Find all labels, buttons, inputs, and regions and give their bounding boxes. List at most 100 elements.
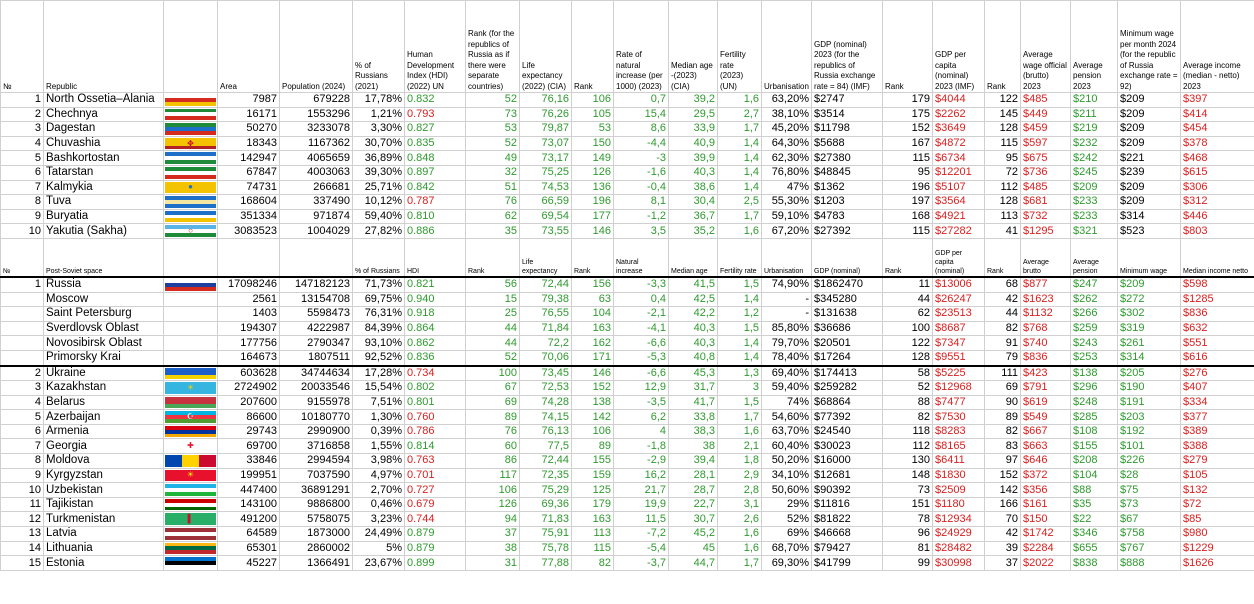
table-cell: 0.836 [404,349,466,367]
table-cell: 63,20% [761,92,812,108]
table-cell: 136 [571,179,614,196]
table-cell: 74731 [217,179,280,196]
column-header: Rank [571,237,614,278]
table-cell: 152 [984,467,1021,484]
table-cell: 45,20% [761,121,812,137]
table-cell: 79,38 [519,291,572,308]
table-cell: 20033546 [279,380,353,396]
table-cell: 17,78% [352,92,405,108]
column-header: Urbanisation [761,0,812,93]
flag-cell: ▌ [163,511,218,528]
table-cell: 122 [882,335,933,351]
table-cell: 71,73% [352,275,405,293]
column-header: Rate of natural increase (per 1000) (202… [613,0,669,93]
table-cell: $296 [1070,380,1118,396]
table-cell: 1 [0,92,44,108]
table-cell: 56 [465,275,520,293]
table-cell: $312 [1180,194,1254,210]
table-cell: $7477 [932,394,985,411]
table-cell: 11,5 [613,511,669,528]
table-row: Primorsky Krai 164673 1807511 92,52% 0.836 52… [0,349,1254,367]
column-header: Post-Soviet space [43,237,164,278]
table-cell: 100 [882,320,933,337]
table-cell: 69700 [217,438,280,455]
table-cell: 491200 [217,511,280,528]
table-cell: $104 [1070,467,1118,484]
table-cell: 2561 [217,291,280,308]
table-cell: 76,16 [519,92,572,108]
flag-icon [165,455,216,467]
table-cell: 0.899 [404,555,466,571]
flag-cell [163,394,218,411]
table-cell: 13154708 [279,291,353,308]
table-cell: 3 [0,380,44,396]
table-cell: 6 [0,164,44,181]
column-header: % of Russians [352,237,405,278]
table-cell: 16171 [217,106,280,123]
table-cell: 53 [465,121,520,137]
table-cell: $663 [1020,438,1071,455]
column-header: Minimum wage [1117,237,1181,278]
table-cell: 44 [882,291,933,308]
table-cell: 15,54% [352,380,405,396]
table-cell: 72,44 [519,453,572,469]
table-cell: 163 [571,320,614,337]
table-cell: 112 [882,438,933,455]
table-cell: 69,54 [519,208,572,225]
table-cell: 39 [984,540,1021,557]
table-cell: 68 [984,275,1021,293]
table-cell: 9 [0,208,44,225]
table-cell: $346 [1070,526,1118,542]
region-name: Kalmykia [43,179,164,196]
column-header: % of Russians (2021) [352,0,405,93]
table-cell: 75,78 [519,540,572,557]
table-cell: 171 [571,349,614,367]
table-cell: $26247 [932,291,985,308]
table-row: 13 Latvia 64589 1873000 24,49% 0.879 37 75,91 11… [0,526,1254,542]
table-cell: 142947 [217,150,280,166]
table-cell: $740 [1020,335,1071,351]
table-cell: 149 [571,150,614,166]
table-cell: $48845 [811,164,883,181]
table-cell: 11 [882,275,933,293]
column-header: HDI [404,237,466,278]
table-cell: 164673 [217,349,280,367]
table-cell: 97 [984,453,1021,469]
table-cell: 94 [465,511,520,528]
table-cell: 71,83 [519,511,572,528]
column-header: Area [217,0,280,93]
table-cell: $232 [1070,135,1118,152]
table-cell: 2994594 [279,453,353,469]
table-cell: 5 [0,409,44,425]
flag-cell [163,306,218,322]
table-cell: $314 [1117,208,1181,225]
table-cell: $2284 [1020,540,1071,557]
table-cell: 113 [984,208,1021,225]
table-cell: $35 [1070,496,1118,513]
table-cell: 72,2 [519,335,572,351]
table-cell: $314 [1117,349,1181,367]
table-cell: $1229 [1180,540,1254,557]
flag-cell [163,291,218,308]
table-cell: 22,7 [668,496,718,513]
table-cell: $619 [1020,394,1071,411]
table-cell: 148 [882,467,933,484]
table-row: 14 Lithuania 65301 2860002 5% 0.879 38 75,78 115… [0,540,1254,557]
table-cell: -4,1 [613,320,669,337]
table-cell: $272 [1117,291,1181,308]
table-cell: 112 [984,179,1021,196]
table-cell: 0.897 [404,164,466,181]
table-cell: 152 [571,380,614,396]
table-cell: 179 [571,496,614,513]
table-cell: $248 [1070,394,1118,411]
flag-icon [165,367,216,380]
table-cell [0,320,44,337]
table-cell: -7,2 [613,526,669,542]
table-cell: 50,20% [761,453,812,469]
flag-icon: ☪ [165,411,216,423]
table-cell: 3,5 [613,223,669,239]
table-cell: 167 [882,135,933,152]
table-cell: 74,53 [519,179,572,196]
table-cell: -3,5 [613,394,669,411]
table-cell: 76 [465,423,520,440]
